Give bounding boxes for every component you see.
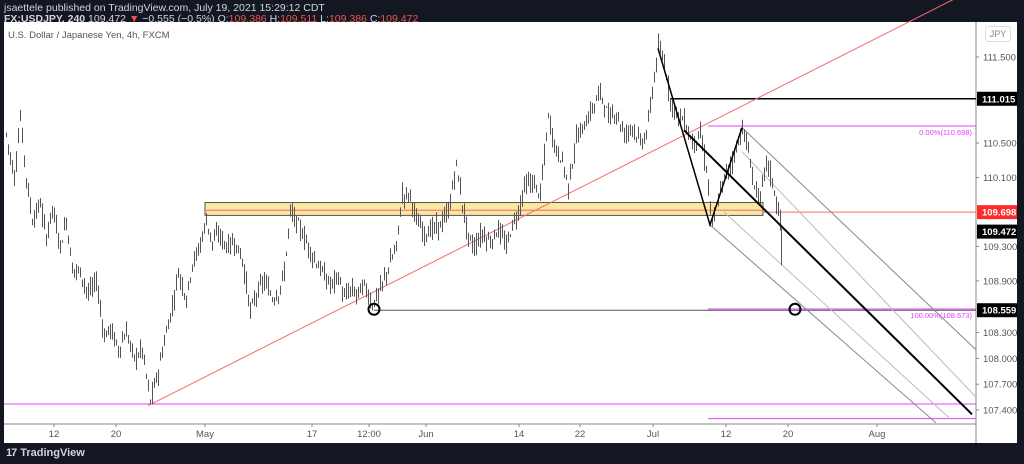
- price-tag-label: 109.472: [982, 227, 1016, 238]
- brand-name: TradingView: [20, 447, 85, 459]
- channel-line-3[interactable]: [723, 211, 951, 419]
- y-tick-label: 110.500: [983, 139, 1017, 150]
- x-tick-label: 14: [514, 429, 525, 440]
- circle-marker-1[interactable]: [788, 302, 802, 316]
- x-tick-label: 12:00: [357, 429, 381, 440]
- currency-badge[interactable]: JPY: [985, 26, 1011, 42]
- y-tick-label: 107.700: [983, 380, 1017, 391]
- fib-label-0: 0.00%(110.698): [919, 128, 972, 137]
- y-tick-label: 108.900: [983, 276, 1017, 287]
- chart-area[interactable]: [4, 22, 1017, 443]
- x-tick-label: 22: [575, 429, 586, 440]
- resistance-zone[interactable]: [204, 202, 764, 216]
- x-tick-label: 17: [307, 429, 318, 440]
- y-tick-label: 109.300: [983, 242, 1017, 253]
- chart-legend: U.S. Dollar / Japanese Yen, 4h, FXCM: [8, 30, 170, 41]
- x-tick-label: Jun: [418, 429, 433, 440]
- tradingview-branding[interactable]: 17 TradingView: [6, 447, 85, 459]
- channel-line-1[interactable]: [741, 151, 977, 398]
- channel-line-0[interactable]: [741, 127, 977, 351]
- x-tick-label: 20: [783, 429, 794, 440]
- circle-marker-0[interactable]: [367, 302, 381, 316]
- channel-line-2[interactable]: [709, 224, 937, 424]
- price-tag-109.472[interactable]: [977, 224, 1017, 239]
- close-label: C:: [369, 13, 381, 25]
- open-label: O:: [217, 13, 229, 25]
- down-arrow-icon: ▼: [128, 13, 140, 25]
- price-tag-label: 111.015: [982, 94, 1016, 105]
- price-tag-label: 109.698: [982, 208, 1016, 219]
- price-tag-label: 108.559: [982, 306, 1016, 317]
- fib-label-100: 100.00%(108.573): [910, 311, 972, 320]
- x-tick-label: 12: [49, 429, 60, 440]
- median-line[interactable]: [683, 129, 973, 416]
- y-tick-label: 108.000: [983, 354, 1017, 365]
- published-line: jsaettele published on TradingView.com, …: [4, 2, 325, 14]
- price-tag-108.559[interactable]: [977, 303, 1017, 318]
- x-tick-label: Aug: [869, 429, 886, 440]
- rising-trendline[interactable]: [147, 0, 1010, 407]
- y-tick-label: 107.400: [983, 406, 1017, 417]
- high-label: H:: [269, 13, 281, 25]
- x-tick-label: May: [196, 429, 214, 440]
- low-label: L:: [320, 13, 329, 25]
- abc-pattern[interactable]: [657, 48, 743, 228]
- price-tag-109.698[interactable]: [977, 205, 1017, 220]
- y-tick-label: 110.100: [983, 173, 1017, 184]
- tradingview-logo-icon: 17: [6, 447, 17, 459]
- y-tick-label: 111.500: [983, 53, 1016, 64]
- y-tick-label: 108.300: [983, 328, 1017, 339]
- x-tick-label: 20: [111, 429, 122, 440]
- x-tick-label: Jul: [647, 429, 659, 440]
- x-tick-label: 12: [721, 429, 732, 440]
- price-tag-111.015[interactable]: [977, 91, 1017, 106]
